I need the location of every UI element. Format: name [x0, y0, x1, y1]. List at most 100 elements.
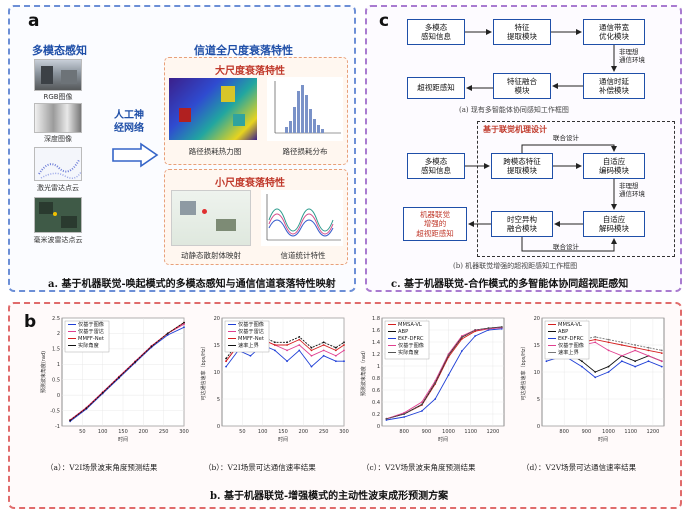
data-point	[594, 376, 597, 379]
x-tick-label: 100	[98, 429, 108, 435]
legend-entry: MMFF-Net	[238, 336, 264, 342]
flow-box-bandwidth-opt: 通信带宽 优化模块	[583, 19, 645, 45]
data-point	[334, 349, 337, 352]
panel-b: b -1 -0.5 0 0.5 1 1.5 2 2.5 50 100 150 200 250 300 时间预…	[8, 302, 682, 509]
chart-caption: （a）：V2I场景波束角度预测结果	[46, 463, 158, 472]
data-point	[286, 341, 288, 344]
legend-entry: ABP	[558, 329, 568, 335]
data-point	[647, 346, 650, 349]
legend-entry: 速率上界	[558, 348, 579, 356]
y-tick-label: 1.8	[372, 316, 380, 322]
y-tick-label: 0.4	[372, 400, 380, 406]
pathloss-distribution-chart	[267, 77, 343, 141]
flow-box-crossmodal-extraction: 跨模态特征 提取模块	[491, 153, 553, 179]
x-tick-label: 300	[179, 429, 189, 435]
data-point	[647, 354, 650, 357]
y-tick-label: 1	[57, 362, 60, 368]
data-point	[500, 326, 503, 328]
data-point	[607, 365, 610, 368]
y-tick-label: 1.4	[372, 340, 380, 346]
v2i-beam-angle-chart: -1 -0.5 0 0.5 1 1.5 2 2.5 50 100 150 200 250 300 时间 预测波…	[40, 316, 189, 443]
data-point	[273, 341, 276, 344]
data-point	[118, 376, 120, 379]
flow-box-adaptive-encode: 自适应 编码模块	[583, 153, 645, 179]
top-flow-caption: (a) 现有多智能体协同感知工作框图	[459, 106, 569, 114]
y-tick-label: 1	[377, 364, 380, 370]
series-line	[69, 326, 185, 422]
data-point	[634, 346, 637, 349]
data-point	[166, 334, 169, 336]
lidar-pointcloud-thumbnail	[34, 147, 82, 181]
x-tick-label: 200	[299, 429, 309, 435]
y-tick-label: -1	[55, 424, 60, 430]
depth-image-thumbnail	[34, 103, 82, 133]
data-point	[634, 349, 637, 352]
nonideal-comm-label-2: 非理想 通信环境	[619, 182, 645, 198]
y-tick-label: 1.6	[372, 328, 380, 334]
data-point	[249, 354, 252, 357]
small-scale-title: 小尺度衰落特性	[215, 178, 285, 189]
x-tick-label: 50	[79, 429, 85, 435]
data-point	[183, 326, 185, 329]
data-point	[385, 417, 388, 420]
data-point	[298, 338, 301, 341]
v2v-rate-chart: 0 5 10 15 20 800 900 1000 1100 1200 时间 可达通信速率（bps/H…	[520, 316, 665, 443]
flow-box-delay-comp: 通信时延 补偿模块	[583, 73, 645, 99]
y-tick-label: 2.5	[52, 316, 60, 322]
heatmap-building	[221, 86, 235, 102]
data-point	[607, 338, 610, 341]
legend-entry: EKF-DFRC	[398, 336, 424, 342]
data-point	[474, 329, 477, 331]
flow-box-spatiotemporal-fusion: 时空异构 融合模块	[491, 211, 553, 237]
data-point	[620, 354, 623, 357]
data-point	[594, 336, 597, 338]
y-tick-label: 15	[534, 343, 540, 349]
y-tick-label: 5	[537, 397, 540, 403]
scatterer-point	[202, 209, 207, 214]
flow-box-perception-2: 多模态 感知信息	[407, 153, 465, 179]
data-point	[286, 349, 288, 352]
data-point	[298, 349, 301, 352]
mmwave-radar-thumbnail	[34, 197, 82, 233]
large-scale-box: 大尺度衰落特性 路径损耗热力图 路径损耗分布	[164, 57, 348, 165]
data-point	[334, 346, 337, 349]
data-point	[322, 354, 325, 357]
x-tick-label: 250	[159, 429, 169, 435]
data-point	[310, 349, 313, 352]
data-point	[545, 360, 548, 363]
data-point	[273, 349, 276, 352]
x-tick-label: 1100	[464, 429, 477, 435]
y-tick-label: 1.5	[52, 347, 60, 353]
legend-entry: 实际角度	[398, 348, 419, 356]
data-point	[183, 321, 185, 324]
heatmap-building	[179, 108, 191, 122]
flow-box-perception: 多模态 感知信息	[407, 19, 465, 45]
data-point	[421, 403, 423, 406]
data-point	[343, 349, 345, 352]
x-tick-label: 900	[582, 429, 592, 435]
flow-box-enhanced-bvr: 机器联觉 增强的 超视距感知	[403, 207, 467, 241]
data-point	[322, 341, 325, 344]
legend-box	[64, 320, 110, 353]
data-point	[607, 349, 610, 352]
legend-entry: 仅基于雷达	[238, 327, 264, 335]
heatmap-building	[233, 114, 245, 126]
panel-c: c 多模态 感知信息 特征 提取模块 通信带宽 优化模块 超视距感知 特征融合 …	[365, 5, 682, 292]
y-tick-label: 10	[214, 370, 220, 376]
y-tick-label: 0	[57, 393, 60, 399]
data-point	[581, 360, 583, 363]
legend-entry: MMSA-VL	[558, 322, 582, 328]
small-scale-item-label: 动静态散射体映射	[181, 251, 241, 260]
data-point	[134, 360, 137, 363]
data-point	[334, 360, 337, 363]
data-point	[447, 354, 450, 357]
rgb-building-shape	[61, 70, 77, 84]
y-tick-label: 0.5	[52, 378, 60, 384]
x-tick-label: 1100	[624, 429, 637, 435]
panel-c-caption: c. 基于机器联觉-合作模式的多智能体协同超视距感知	[391, 279, 629, 290]
large-scale-item-label: 路径损耗热力图	[188, 147, 242, 156]
x-tick-label: 300	[339, 429, 349, 435]
x-tick-label: 1000	[602, 429, 615, 435]
data-point	[594, 341, 597, 344]
